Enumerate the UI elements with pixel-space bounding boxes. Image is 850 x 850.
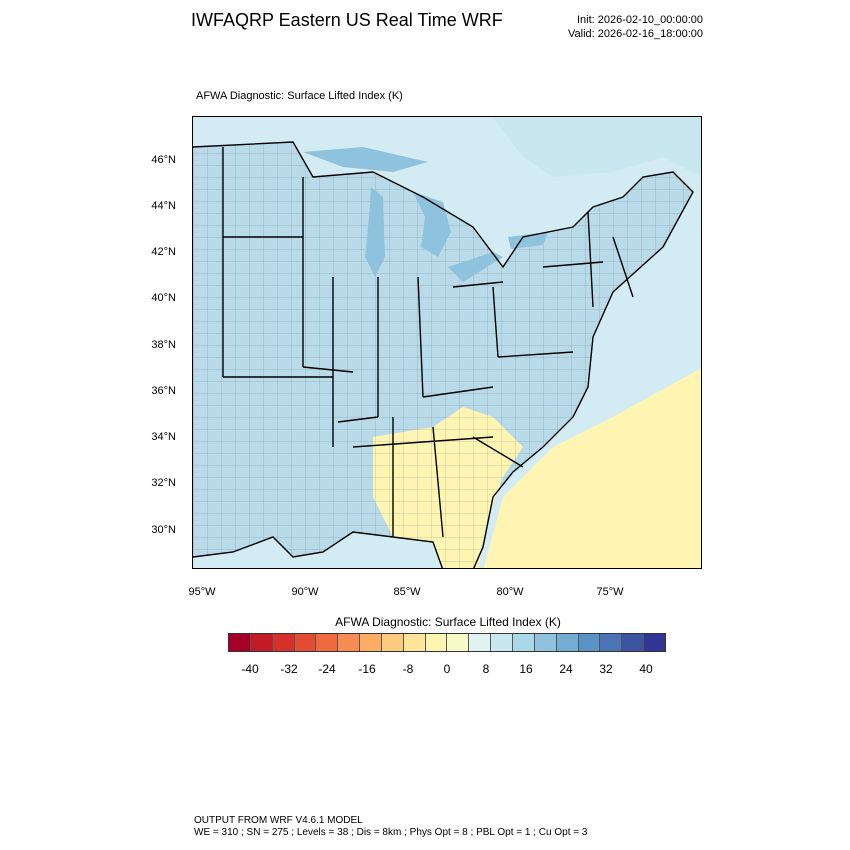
main-title: IWFAQRP Eastern US Real Time WRF <box>191 10 503 30</box>
valid-time: Valid: 2026-02-16_18:00:00 <box>568 28 703 40</box>
model-footer: OUTPUT FROM WRF V4.6.1 MODEL WE = 310 ; … <box>194 815 587 839</box>
colorbar-swatch <box>294 634 317 651</box>
init-time: Init: 2026-02-10_00:00:00 <box>577 14 703 26</box>
state-boundaries <box>193 141 694 568</box>
colorbar-label: -40 <box>241 662 259 676</box>
colorbar-swatch <box>381 634 404 651</box>
footer-model-line: OUTPUT FROM WRF V4.6.1 MODEL <box>194 815 363 826</box>
colorbar-label: -24 <box>318 662 336 676</box>
colorbar-swatch <box>578 634 601 651</box>
colorbar-label: 8 <box>482 662 490 676</box>
colorbar-label: 40 <box>639 662 653 676</box>
warm-ocean-field <box>483 368 701 568</box>
colorbar <box>228 633 666 652</box>
colorbar-label: 24 <box>559 662 573 676</box>
colorbar-swatch <box>534 634 557 651</box>
run-times: Init: 2026-02-10_00:00:00 Valid: 2026-02… <box>568 13 703 41</box>
plot-title: AFWA Diagnostic: Surface Lifted Index (K… <box>196 90 403 102</box>
lat-label-40: 40°N <box>151 292 176 304</box>
footer-config-line: WE = 310 ; SN = 275 ; Levels = 38 ; Dis … <box>194 827 588 838</box>
lat-label-30: 30°N <box>151 524 176 536</box>
colorbar-label: 0 <box>443 662 451 676</box>
colorbar-swatch <box>316 634 339 651</box>
lon-label-80: 80°W <box>496 586 524 598</box>
colorbar-label: -8 <box>402 662 414 676</box>
lat-label-38: 38°N <box>151 339 176 351</box>
lon-label-90: 90°W <box>291 586 319 598</box>
lake-michigan <box>365 187 385 277</box>
colorbar-label: 16 <box>519 662 533 676</box>
county-boundaries <box>193 142 693 568</box>
lon-label-85: 85°W <box>393 586 421 598</box>
colorbar-swatch <box>360 634 382 651</box>
colorbar-label: -32 <box>280 662 298 676</box>
lat-label-42: 42°N <box>151 246 176 258</box>
lat-label-44: 44°N <box>151 200 176 212</box>
lat-label-32: 32°N <box>151 477 176 489</box>
colorbar-label: 32 <box>599 662 613 676</box>
colorbar-swatch <box>229 634 251 651</box>
colorbar-swatch <box>512 634 535 651</box>
lake-erie <box>448 252 503 282</box>
lat-label-36: 36°N <box>151 385 176 397</box>
colorbar-swatch <box>447 634 470 651</box>
colorbar-swatch <box>250 634 273 651</box>
colorbar-swatch <box>556 634 579 651</box>
colorbar-swatch <box>622 634 645 651</box>
lon-label-75: 75°W <box>596 586 624 598</box>
colorbar-swatch <box>272 634 295 651</box>
colorbar-swatch <box>338 634 361 651</box>
lake-superior <box>303 147 428 172</box>
map-panel <box>192 116 702 569</box>
lon-label-95: 95°W <box>188 586 216 598</box>
colorbar-swatch <box>491 634 513 651</box>
colorbar-label: -16 <box>358 662 376 676</box>
colorbar-swatch <box>644 634 665 651</box>
colorbar-title: AFWA Diagnostic: Surface Lifted Index (K… <box>335 615 561 629</box>
colorbar-swatch <box>469 634 492 651</box>
colorbar-swatch <box>425 634 448 651</box>
colorbar-swatch <box>403 634 426 651</box>
map-canvas <box>193 117 701 568</box>
lat-label-34: 34°N <box>151 431 176 443</box>
lat-label-46: 46°N <box>151 154 176 166</box>
canada-field <box>193 117 701 177</box>
colorbar-swatch <box>600 634 623 651</box>
